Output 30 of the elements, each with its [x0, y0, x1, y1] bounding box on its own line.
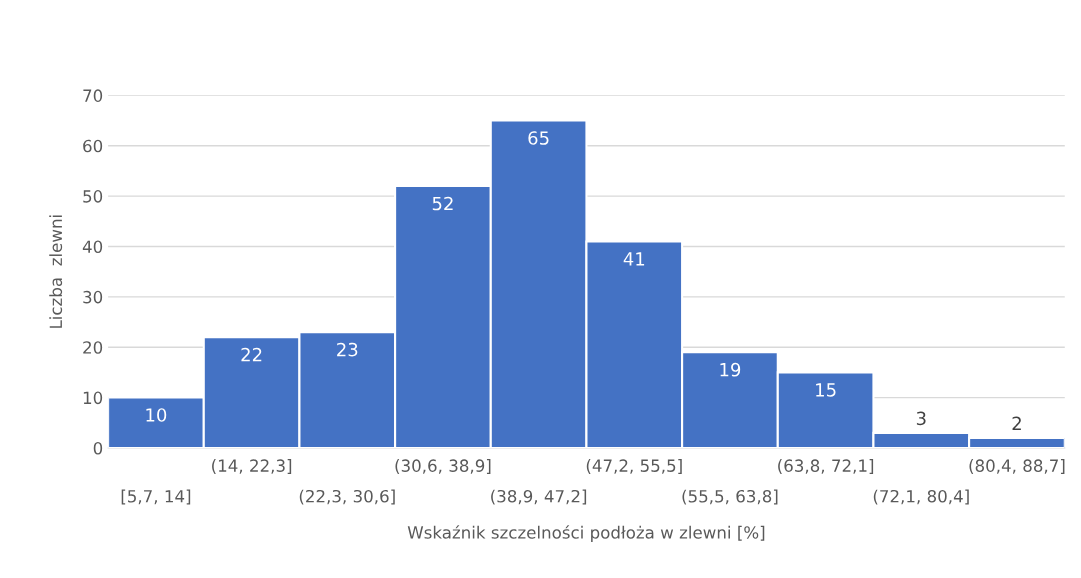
x-tick-label: (22,3, 30,6] [299, 489, 395, 505]
data-label: 2 [1012, 416, 1021, 430]
x-tick-label: (63,8, 72,1] [778, 459, 874, 474]
x-tick-label: (14, 22,3] [212, 459, 292, 474]
y-tick-label: 10 [83, 391, 103, 405]
y-tick-label: 50 [83, 190, 103, 203]
data-label: 19 [720, 362, 741, 377]
y-axis-title: Liczba zlewni [49, 215, 63, 328]
data-label: 41 [623, 252, 645, 266]
x-axis-title: Wskaźnik szczelności podłoża w zlewni [%] [407, 525, 765, 542]
x-tick-label: (72,1, 80,4] [873, 489, 969, 505]
data-label: 10 [146, 408, 167, 422]
y-tick-label: 60 [83, 139, 103, 153]
y-tick-label: 20 [83, 341, 103, 354]
data-label: 65 [528, 131, 549, 145]
data-label: 3 [916, 411, 926, 426]
x-tick-label: (47,2, 55,5] [586, 459, 682, 474]
x-tick-label: (38,9, 47,2] [491, 489, 587, 505]
data-label: 15 [816, 383, 836, 397]
data-label: 22 [241, 347, 262, 362]
y-tick-label: 70 [83, 89, 103, 102]
y-tick-label: 40 [82, 240, 103, 254]
y-tick-label: 30 [83, 290, 103, 304]
data-label: 52 [432, 196, 453, 211]
x-tick-label: (55,5, 63,8] [682, 489, 778, 505]
data-label: 23 [337, 342, 358, 357]
x-tick-label: (30,6, 38,9] [395, 459, 491, 474]
x-tick-label: (80,4, 88,7] [969, 459, 1065, 474]
y-tick-label: 0 [93, 441, 103, 455]
x-tick-label: [5,7, 14] [121, 489, 191, 505]
